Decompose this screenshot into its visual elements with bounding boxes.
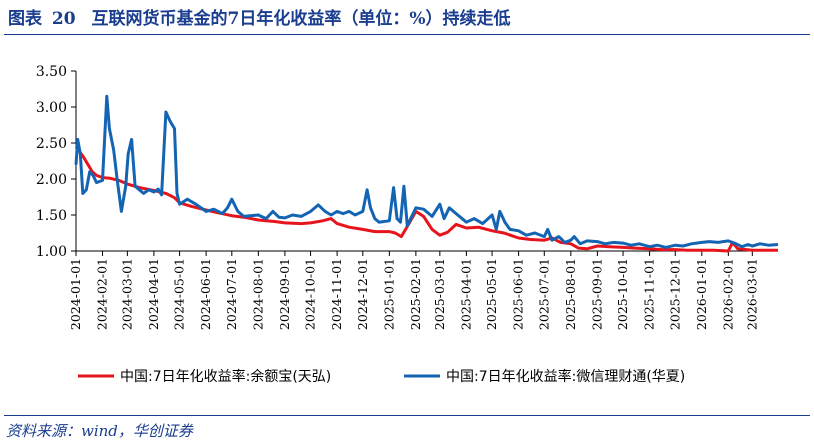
y-tick-label: 1.50 <box>36 208 67 224</box>
x-tick-label: 2024-08-01 <box>250 258 265 330</box>
x-tick-label: 2024-09-01 <box>277 258 292 330</box>
x-tick-label: 2025-06-01 <box>511 258 526 330</box>
x-tick-label: 2024-03-01 <box>119 258 134 330</box>
x-tick-label: 2025-10-01 <box>615 258 630 330</box>
title-divider <box>4 34 810 35</box>
x-tick-label: 2024-12-01 <box>355 258 370 330</box>
source-divider <box>4 415 810 416</box>
source-note: 资料来源：wind，华创证券 <box>6 422 193 440</box>
y-tick-label: 1.00 <box>36 244 67 260</box>
legend-label: 中国:7日年化收益率:余额宝(天弘) <box>120 368 331 385</box>
figure-number: 20 <box>51 9 76 29</box>
x-tick-label: 2025-05-01 <box>484 258 499 330</box>
figure-label: 图表 <box>8 9 42 29</box>
x-tick-label: 2025-09-01 <box>589 258 604 330</box>
x-tick-label: 2026-01-01 <box>694 258 709 330</box>
x-tick-label: 2024-05-01 <box>172 258 187 330</box>
y-tick-label: 3.00 <box>36 100 67 116</box>
legend: 中国:7日年化收益率:余额宝(天弘) 中国:7日年化收益率:微信理财通(华夏) <box>78 368 685 385</box>
x-tick-label: 2025-11-01 <box>642 258 657 330</box>
legend-weixin: 中国:7日年化收益率:微信理财通(华夏) <box>404 368 685 385</box>
x-tick-label: 2024-01-01 <box>68 258 83 330</box>
legend-label: 中国:7日年化收益率:微信理财通(华夏) <box>446 368 685 385</box>
line-chart: 1.001.502.002.503.003.50 2024-01-01 2024-… <box>36 64 779 385</box>
x-tick-label: 2026-02-01 <box>720 258 735 330</box>
y-tick-label: 2.00 <box>36 172 67 188</box>
series-line-yuebao <box>74 145 778 253</box>
x-tick-label: 2025-04-01 <box>458 258 473 330</box>
y-axis: 1.00 1.50 2.00 2.50 3.00 3.50 <box>36 64 77 260</box>
x-tick-label: 2025-12-01 <box>667 258 682 330</box>
x-tick-label: 2024-02-01 <box>95 258 110 330</box>
x-tick-label: 2024-04-01 <box>146 258 161 330</box>
figure-title: 图表 20 互联网货币基金的7日年化收益率（单位：%）持续走低 <box>8 4 511 29</box>
series-line-weixin <box>74 94 779 249</box>
x-axis: 2024-01-01 2024-02-01 2024-03-01 2024-04-01… <box>68 250 778 330</box>
x-tick-label: 2025-08-01 <box>563 258 578 330</box>
x-tick-label: 2025-01-01 <box>381 258 396 330</box>
figure-title-text: 互联网货币基金的7日年化收益率（单位：%）持续走低 <box>91 9 511 29</box>
x-tick-label: 2025-07-01 <box>536 258 551 330</box>
series-layer <box>74 94 779 253</box>
y-tick-label: 3.50 <box>36 64 67 80</box>
legend-yuebao: 中国:7日年化收益率:余额宝(天弘) <box>78 368 331 385</box>
x-tick-label: 2024-06-01 <box>198 258 213 330</box>
x-tick-label: 2024-11-01 <box>329 258 344 330</box>
x-tick-label: 2024-07-01 <box>224 258 239 330</box>
y-tick-label: 2.50 <box>36 136 67 152</box>
x-tick-label: 2025-02-01 <box>408 258 423 330</box>
x-tick-label: 2025-03-01 <box>432 258 447 330</box>
x-tick-label: 2026-03-01 <box>744 258 759 330</box>
x-tick-label: 2024-10-01 <box>303 258 318 330</box>
